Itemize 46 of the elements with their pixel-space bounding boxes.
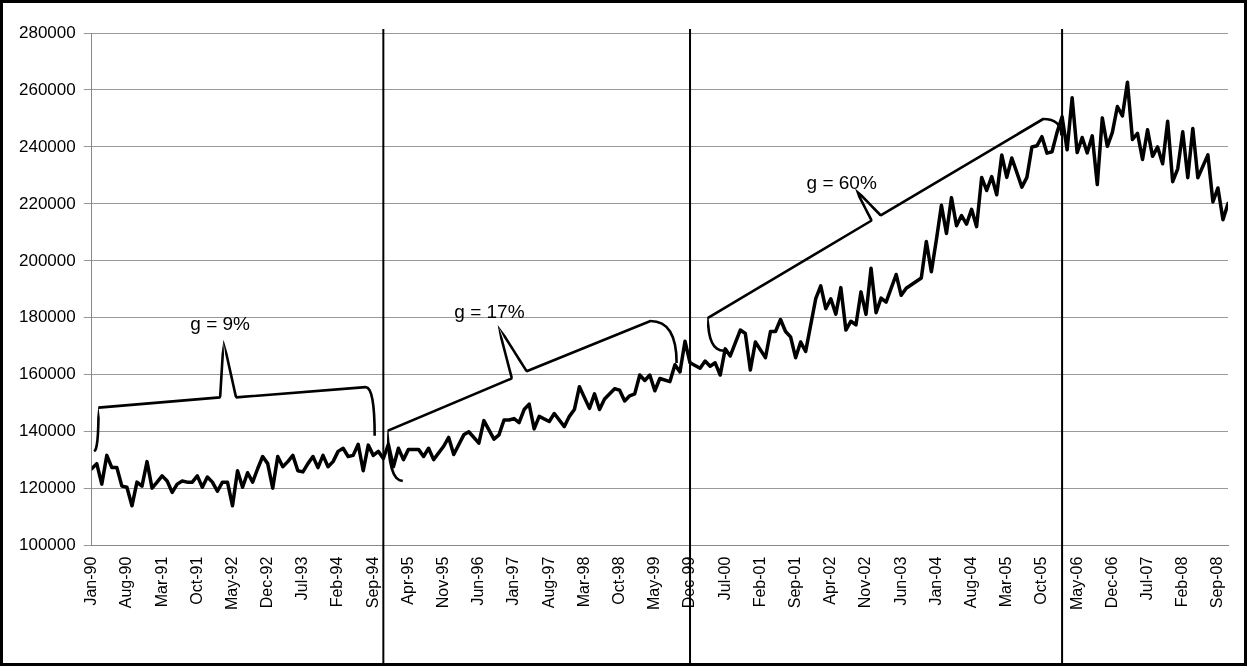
y-tick-label: 100000 — [18, 535, 76, 555]
x-tick-label: Nov-95 — [434, 556, 452, 609]
x-tick-label: Feb-94 — [328, 556, 346, 608]
x-tick-label: Oct-91 — [187, 556, 205, 605]
y-tick-label: 220000 — [18, 193, 76, 213]
y-tick-label: 160000 — [18, 364, 76, 384]
x-tick-label: Jul-00 — [715, 556, 733, 601]
x-tick-label: Nov-02 — [856, 556, 874, 609]
x-tick-label: May-92 — [222, 556, 240, 611]
y-tick-label: 180000 — [18, 307, 76, 327]
x-tick-label: Aug-90 — [117, 556, 135, 609]
x-tick-label: Jun-03 — [891, 556, 909, 606]
annotation: g = 60% — [806, 172, 877, 194]
annotation: g = 9% — [190, 313, 251, 335]
x-tick-label: Mar-98 — [574, 556, 592, 608]
x-tick-label: Jul-93 — [293, 556, 311, 601]
y-tick-label: 260000 — [18, 79, 76, 99]
x-tick-label: Oct-98 — [610, 556, 628, 605]
x-tick-label: Jul-07 — [1137, 556, 1155, 601]
x-tick-label: Sep-08 — [1208, 556, 1226, 609]
x-tick-label: Mar-05 — [997, 556, 1015, 608]
x-tick-label: Feb-01 — [750, 556, 768, 608]
y-tick-label: 280000 — [18, 22, 76, 42]
annotation: g = 17% — [454, 300, 525, 322]
x-tick-label: Jan-04 — [926, 556, 944, 606]
x-tick-label: Dec-06 — [1102, 556, 1120, 609]
x-tick-label: Aug-97 — [539, 556, 557, 609]
x-tick-label: Jan-90 — [82, 556, 100, 606]
y-tick-label: 200000 — [18, 250, 76, 270]
x-tick-label: May-06 — [1067, 556, 1085, 611]
x-tick-label: Apr-02 — [821, 556, 839, 605]
x-tick-label: Aug-04 — [961, 556, 979, 609]
x-tick-label: Dec-99 — [680, 556, 698, 609]
x-tick-label: Oct-05 — [1032, 556, 1050, 605]
y-tick-label: 240000 — [18, 136, 76, 156]
y-tick-label: 120000 — [18, 478, 76, 498]
x-tick-label: Sep-94 — [363, 556, 381, 609]
x-tick-label: May-99 — [645, 556, 663, 611]
x-tick-label: Feb-08 — [1173, 556, 1191, 608]
x-tick-label: Jun-96 — [469, 556, 487, 606]
x-tick-label: Mar-91 — [152, 556, 170, 608]
y-tick-label: 140000 — [18, 421, 76, 441]
x-tick-label: Sep-01 — [786, 556, 804, 609]
x-tick-label: Apr-95 — [398, 556, 416, 605]
x-tick-label: Dec-92 — [258, 556, 276, 609]
x-tick-label: Jan-97 — [504, 556, 522, 606]
